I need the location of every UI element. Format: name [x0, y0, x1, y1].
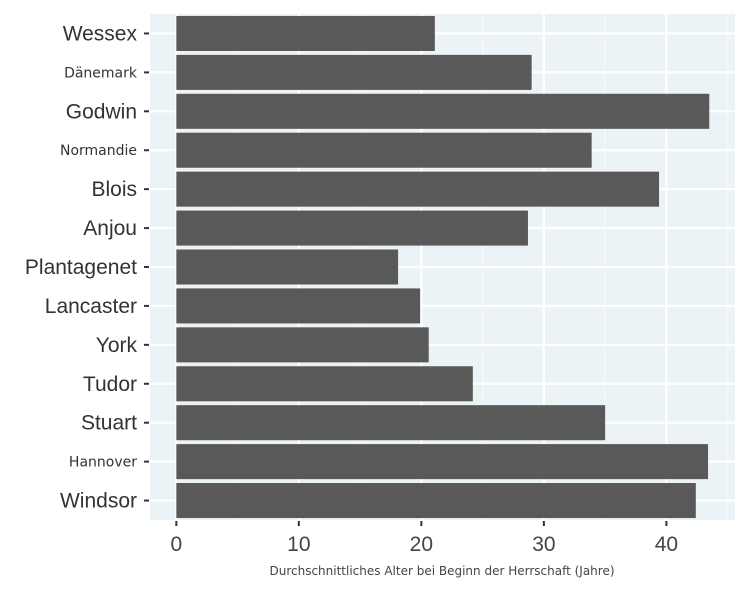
y-tick-label: Anjou — [83, 217, 137, 240]
y-tick-label: Blois — [91, 178, 137, 201]
y-tick-label: Hannover — [69, 455, 137, 471]
y-tick-label: Tudor — [83, 373, 137, 396]
y-tick-label: Normandie — [60, 143, 137, 159]
x-tick-label: 0 — [170, 533, 182, 556]
bar-windsor — [176, 483, 696, 519]
y-tick-label: Godwin — [66, 100, 137, 123]
bar-lancaster — [176, 288, 421, 324]
bar-tudor — [176, 366, 473, 402]
bar-anjou — [176, 210, 528, 246]
x-tick-label: 40 — [655, 533, 678, 556]
bar-godwin — [176, 93, 710, 129]
bar-plantagenet — [176, 249, 399, 285]
bars — [176, 15, 710, 519]
bar-blois — [176, 171, 660, 207]
bar-york — [176, 327, 429, 363]
bar-normandie — [176, 132, 592, 168]
y-axis: Wessex Dänemark Godwin Normandie Blois Anjou P… — [25, 22, 149, 513]
x-tick-label: 20 — [410, 533, 433, 556]
x-tick-label: 30 — [532, 533, 555, 556]
y-tick-label: Dänemark — [64, 65, 138, 81]
y-tick-label: Stuart — [81, 412, 137, 435]
bar-stuart — [176, 405, 606, 441]
y-tick-label: Plantagenet — [25, 256, 137, 279]
x-tick-label: 10 — [287, 533, 310, 556]
y-tick-label: York — [96, 334, 138, 357]
bar-d-nemark — [176, 54, 532, 90]
y-tick-label: Wessex — [63, 22, 138, 45]
x-axis-title: Durchschnittliches Alter bei Beginn der … — [269, 564, 614, 578]
y-tick-label: Lancaster — [45, 295, 137, 318]
bar-hannover — [176, 444, 709, 480]
bar-wessex — [176, 15, 435, 51]
y-tick-label: Windsor — [60, 490, 137, 513]
x-axis: 0 10 20 30 40 — [170, 521, 678, 556]
